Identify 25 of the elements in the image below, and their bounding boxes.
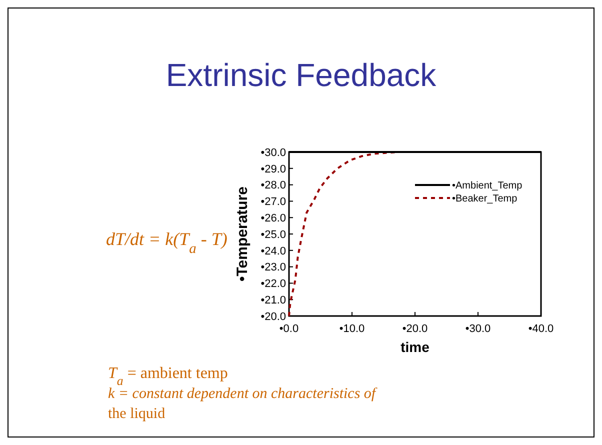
chart-title: Extrinsic Feedback bbox=[166, 57, 438, 93]
x-tick-label: •30.0 bbox=[465, 323, 491, 335]
y-tick-label: •28.0 bbox=[260, 180, 286, 192]
legend-label: •Ambient_Temp bbox=[452, 180, 523, 192]
text: k = constant dependent on characteristics of bbox=[108, 386, 378, 402]
y-tick-label: •20.0 bbox=[260, 310, 286, 323]
y-tick-label: •30.0 bbox=[260, 146, 286, 159]
legend-label: •Beaker_Temp bbox=[452, 194, 518, 204]
y-tick-label: •22.0 bbox=[260, 278, 286, 290]
text: the liquid bbox=[108, 406, 166, 422]
y-axis-title: •Temperature bbox=[234, 186, 251, 282]
x-tick-label: •40.0 bbox=[528, 323, 554, 335]
text: dT/dt = k(T$_{a}$ - T) bbox=[106, 229, 228, 257]
text: T$_{a}$ = ambient temp bbox=[108, 365, 228, 388]
x-tick-label: •10.0 bbox=[339, 323, 365, 335]
y-tick-label: •24.0 bbox=[260, 245, 286, 258]
x-tick-label: •0.0 bbox=[279, 323, 299, 335]
y-tick-label: •26.0 bbox=[260, 212, 286, 224]
y-tick-label: •27.0 bbox=[260, 196, 286, 208]
x-tick-label: •20.0 bbox=[402, 323, 428, 335]
x-axis-title: time bbox=[400, 339, 430, 355]
y-tick-label: •29.0 bbox=[260, 163, 286, 176]
y-tick-label: •23.0 bbox=[260, 262, 286, 274]
y-tick-label: •25.0 bbox=[260, 228, 286, 241]
y-tick-label: •21.0 bbox=[260, 294, 286, 306]
